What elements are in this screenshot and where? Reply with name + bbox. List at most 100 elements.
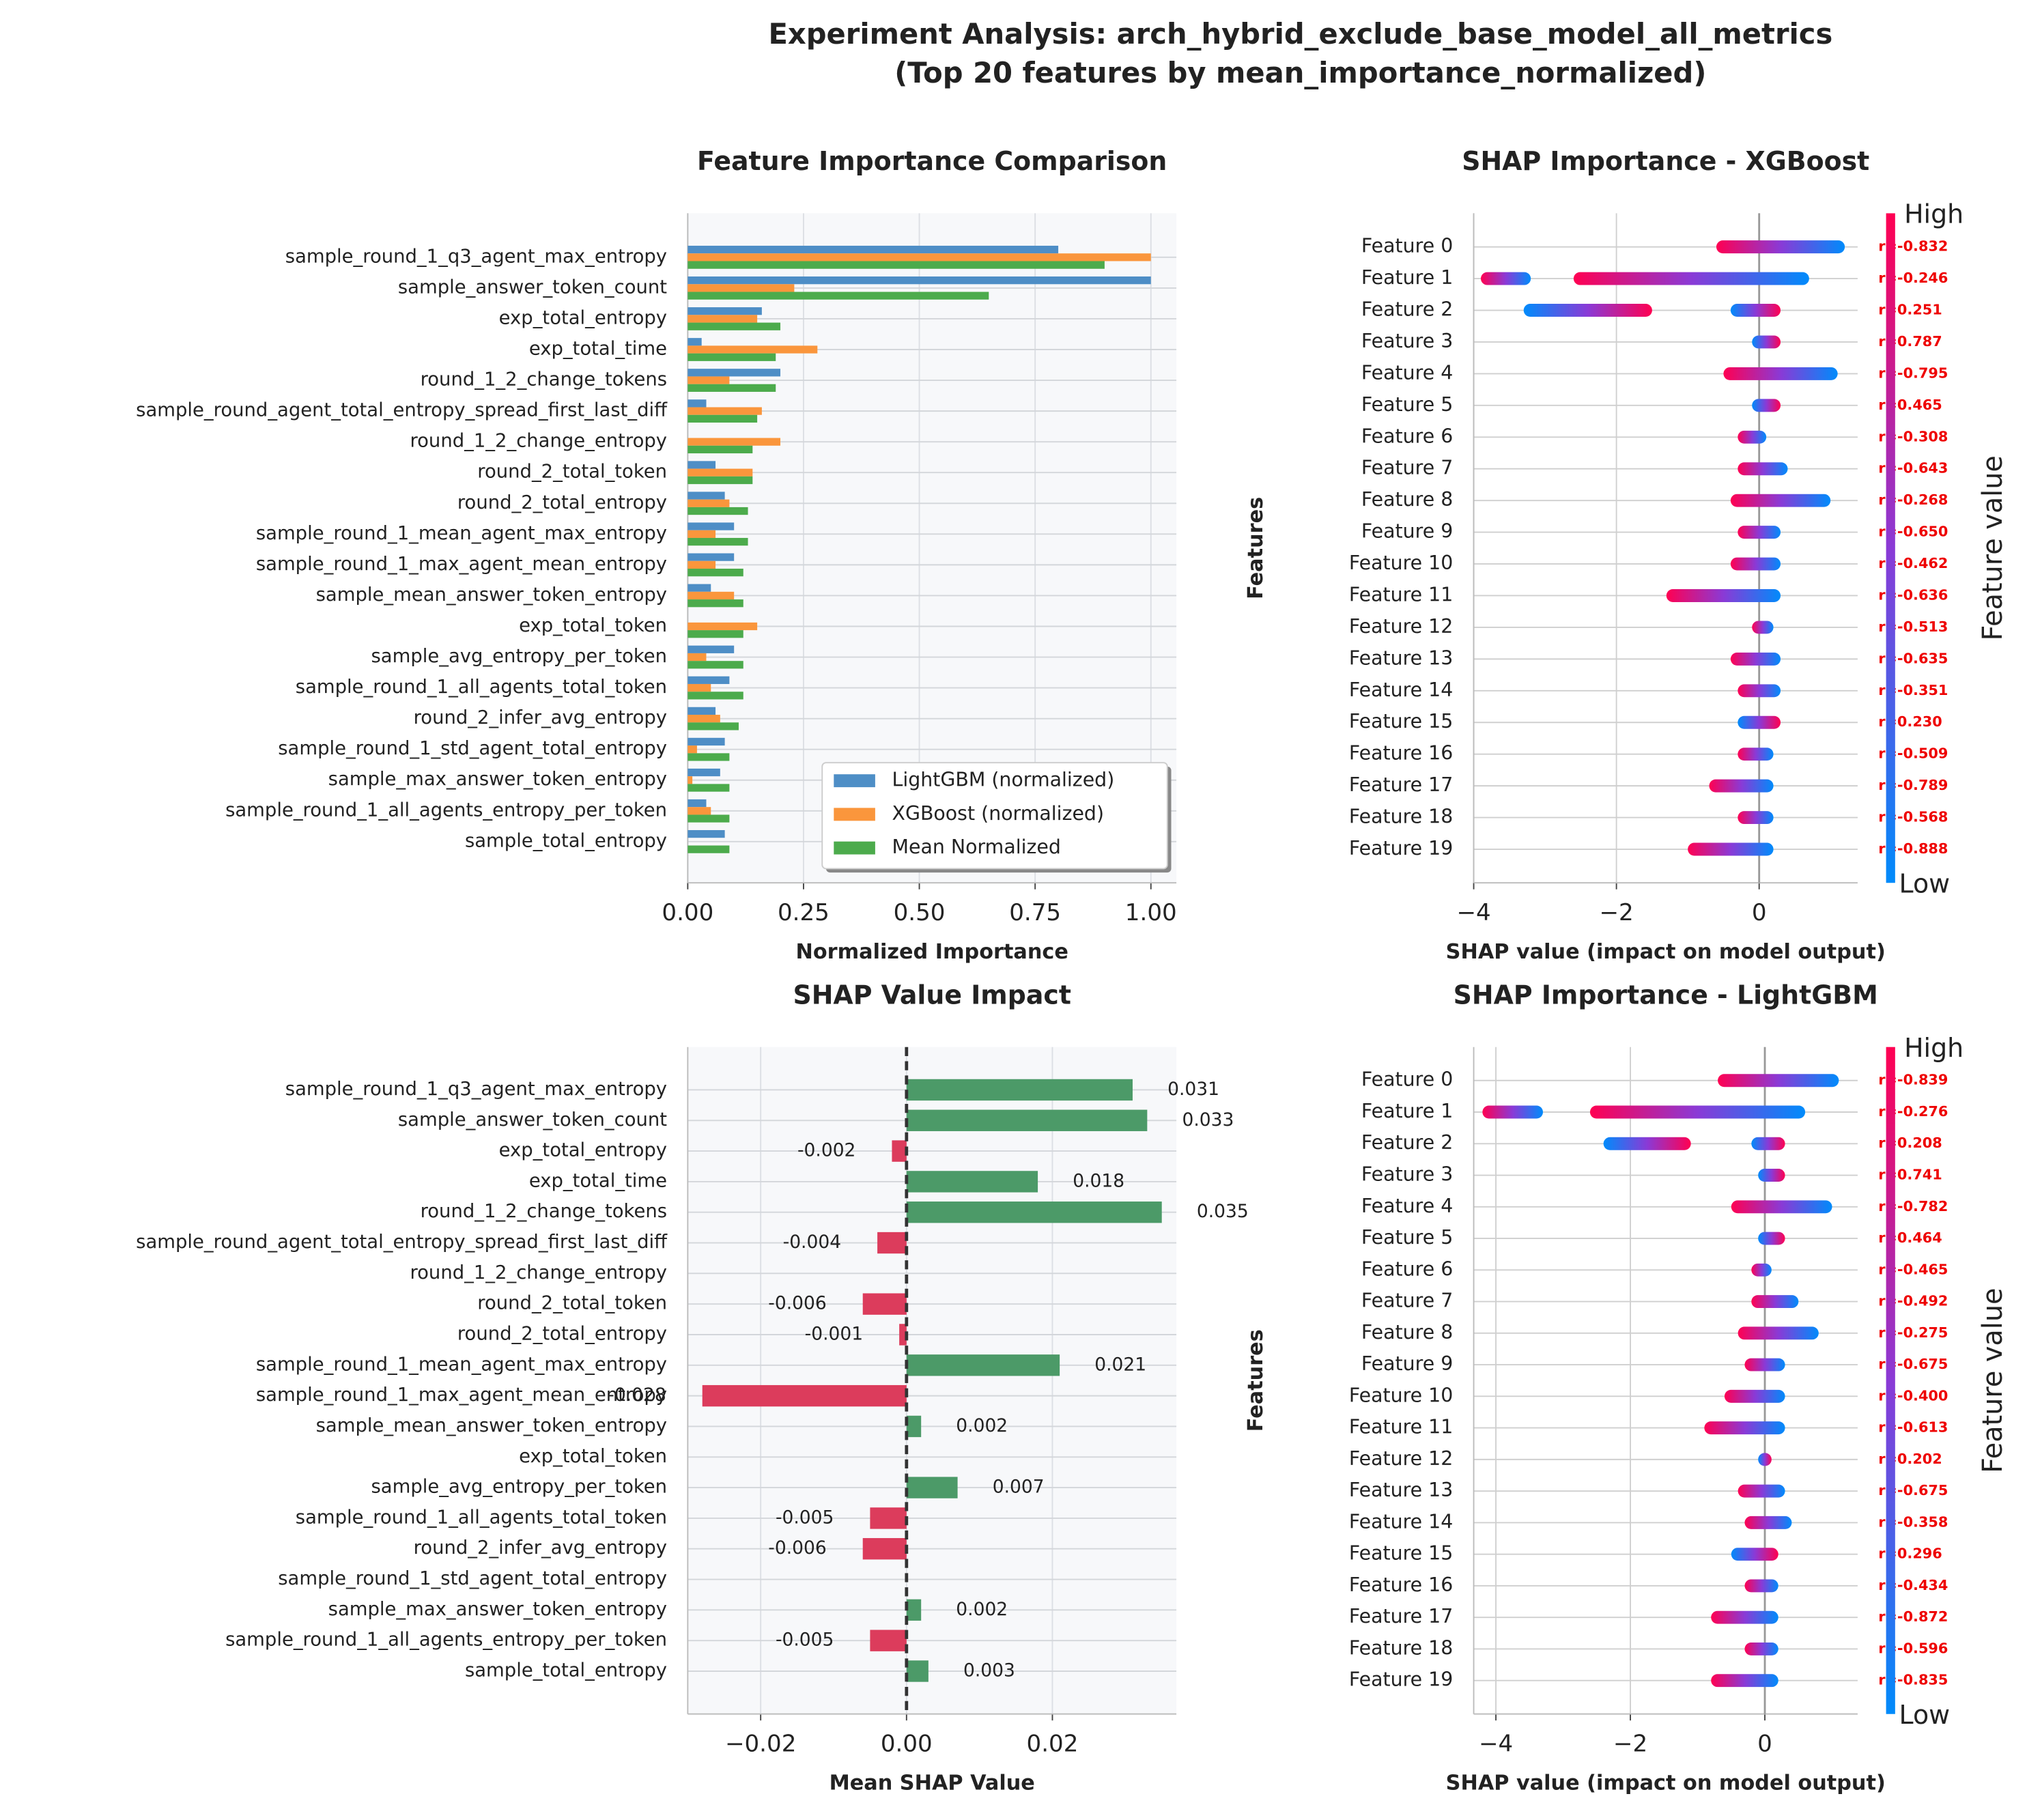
x-tick-label: 0.00 (662, 899, 713, 926)
value-label: 0.035 (1197, 1201, 1249, 1222)
y-tick-label: Feature 11 (1349, 583, 1453, 606)
y-tick-label: sample_max_answer_token_entropy (328, 1599, 667, 1620)
shap-points (1730, 494, 1831, 507)
shap-points (1718, 1074, 1839, 1087)
y-tick-label: Feature 9 (1361, 520, 1453, 543)
y-tick-label: Feature 16 (1349, 1574, 1453, 1596)
bar (906, 1171, 1038, 1193)
y-tick-label: Feature 11 (1349, 1416, 1453, 1438)
y-tick-label: Feature 18 (1349, 806, 1453, 828)
y-tick-label: sample_round_1_all_agents_total_token (296, 677, 667, 698)
y-tick-label: round_1_2_change_tokens (421, 369, 667, 390)
y-tick-label: exp_total_entropy (499, 307, 667, 328)
y-tick-label: Feature 7 (1361, 1290, 1453, 1312)
bar (688, 353, 776, 361)
bar (688, 622, 758, 631)
y-tick-label: Feature 10 (1349, 1384, 1453, 1406)
bar (906, 1477, 958, 1498)
bar (688, 414, 758, 423)
y-tick-label: sample_answer_token_count (398, 276, 667, 298)
bar (688, 322, 781, 330)
shap-points (1738, 526, 1781, 539)
value-label: -0.005 (776, 1507, 834, 1528)
plot-background (1473, 213, 1858, 883)
shap-points (1523, 304, 1652, 317)
bar (688, 369, 781, 377)
bar (688, 468, 753, 477)
bar (688, 829, 725, 838)
y-tick-label: Feature 9 (1361, 1352, 1453, 1375)
y-tick-label: Feature 3 (1361, 330, 1453, 352)
y-tick-label: round_1_2_change_tokens (421, 1201, 667, 1222)
bar (688, 307, 762, 315)
y-tick-label: Feature 1 (1361, 1100, 1453, 1122)
shap-points (1731, 1200, 1832, 1214)
bar (688, 315, 758, 323)
bar (688, 737, 725, 746)
colorbar (1886, 213, 1895, 883)
bar (688, 530, 716, 538)
bar (688, 707, 716, 715)
value-label: -0.001 (805, 1323, 863, 1344)
y-tick-label: round_2_total_token (477, 461, 667, 483)
y-tick-label: Feature 5 (1361, 1226, 1453, 1249)
value-label: 0.033 (1182, 1109, 1234, 1131)
bar (702, 1384, 907, 1407)
y-tick-label: Feature 19 (1349, 1668, 1453, 1691)
y-tick-label: Feature 7 (1361, 457, 1453, 479)
value-label: 0.003 (963, 1660, 1015, 1681)
x-tick-label: −4 (1456, 899, 1490, 926)
y-tick-label: sample_round_1_all_agents_total_token (296, 1507, 667, 1528)
bar (688, 784, 730, 792)
y-tick-label: sample_round_1_max_agent_mean_entropy (256, 1384, 667, 1406)
bar (688, 768, 720, 777)
x-tick-label: 0.02 (1027, 1731, 1079, 1758)
bar (688, 591, 735, 600)
x-axis-label: SHAP value (impact on model output) (1446, 1771, 1886, 1795)
figure-subtitle: (Top 20 features by mean_importance_norm… (894, 56, 1706, 89)
bar (688, 338, 702, 346)
x-axis-label: SHAP value (impact on model output) (1446, 940, 1886, 964)
y-tick-label: round_2_infer_avg_entropy (414, 707, 667, 728)
shap-points (1724, 1389, 1785, 1403)
bar (688, 507, 748, 515)
value-label: 0.018 (1073, 1170, 1124, 1191)
shap-points (1744, 1358, 1785, 1371)
y-tick-label: Feature 17 (1349, 1605, 1453, 1627)
y-tick-label: sample_total_entropy (465, 830, 667, 851)
y-axis-label: Features (1244, 1329, 1268, 1432)
y-tick-label: Feature 4 (1361, 1195, 1453, 1217)
shap-points (1738, 430, 1767, 444)
shap-points (1752, 621, 1774, 634)
shap-points (1716, 240, 1845, 254)
bar (688, 630, 743, 638)
legend-label: XGBoost (normalized) (892, 802, 1105, 825)
bar (906, 1599, 922, 1621)
y-tick-label: Feature 14 (1349, 679, 1453, 701)
y-tick-label: sample_round_1_q3_agent_max_entropy (285, 246, 667, 267)
value-label: 0.021 (1094, 1354, 1146, 1375)
shap-points (1751, 1263, 1772, 1277)
bar (688, 745, 697, 754)
y-tick-label: Feature 15 (1349, 1542, 1453, 1565)
shap-points (1738, 715, 1781, 729)
y-tick-label: round_2_total_token (477, 1293, 667, 1314)
y-tick-label: exp_total_token (519, 615, 667, 636)
y-tick-label: Feature 10 (1349, 552, 1453, 574)
bar (688, 492, 725, 500)
bar (862, 1538, 907, 1560)
value-label: -0.028 (608, 1384, 666, 1406)
shap-points (1744, 1642, 1778, 1655)
x-tick-label: −4 (1479, 1731, 1513, 1758)
y-tick-label: Feature 2 (1361, 298, 1453, 321)
y-tick-label: sample_round_1_max_agent_mean_entropy (256, 554, 667, 575)
shap-points (1744, 1579, 1778, 1593)
bar (688, 692, 743, 700)
shap-points (1738, 462, 1788, 476)
shap-points (1589, 1105, 1806, 1119)
shap-points (1758, 1169, 1785, 1182)
x-tick-label: −2 (1600, 899, 1634, 926)
x-tick-label: 0.50 (894, 899, 946, 926)
y-tick-label: Feature 12 (1349, 615, 1453, 638)
x-tick-label: 0.25 (778, 899, 830, 926)
